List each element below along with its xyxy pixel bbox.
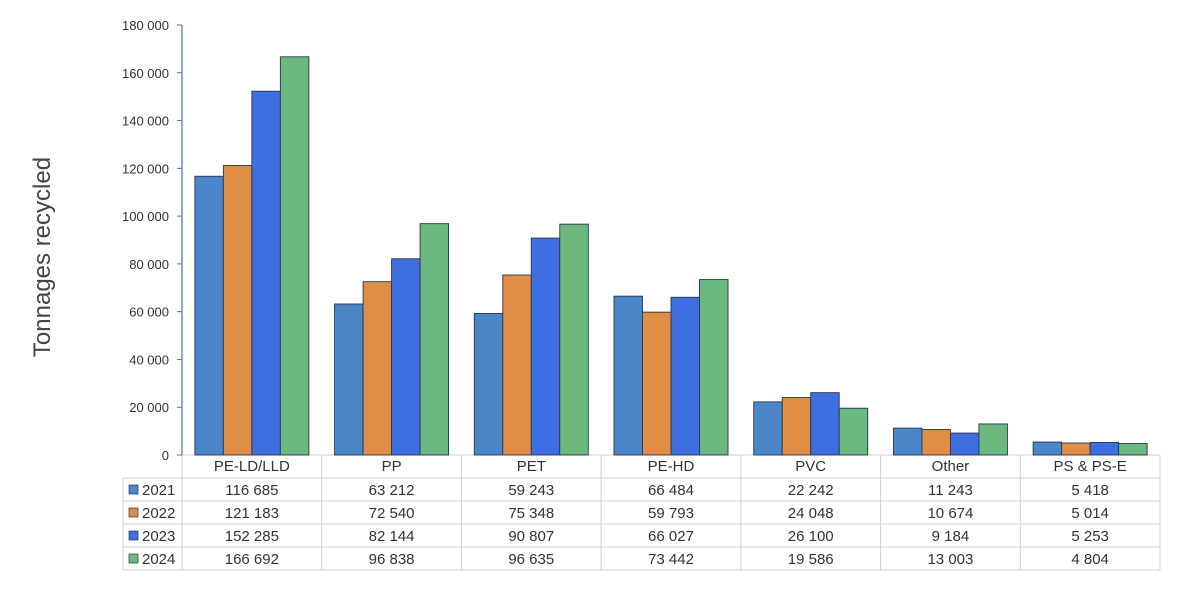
- data-label: 73 442: [648, 551, 694, 568]
- bar-2024-1: [419, 223, 450, 456]
- data-label: 59 243: [508, 482, 554, 499]
- category-label: PVC: [795, 458, 826, 475]
- y-tick-label: 40 000: [129, 352, 169, 367]
- data-label: 5 418: [1071, 482, 1109, 499]
- category-label: PP: [382, 458, 402, 475]
- bar-2023-3: [670, 296, 700, 456]
- data-label: 4 804: [1071, 551, 1109, 568]
- data-label: 5 014: [1071, 505, 1109, 522]
- bar-2024-2: [559, 223, 589, 456]
- legend-label-2022: 2022: [142, 505, 175, 522]
- bar-2024-0: [279, 56, 310, 456]
- y-axis: 0 20 000 40 000 60 000 80 000 100 000 120 000 1…: [122, 18, 183, 463]
- legend-label-2021: 2021: [142, 482, 175, 499]
- bar-2022-3: [642, 311, 672, 456]
- data-label: 66 027: [648, 528, 694, 545]
- data-label: 59 793: [648, 505, 694, 522]
- legend-label-2023: 2023: [142, 528, 175, 545]
- bar-2021-4: [753, 401, 783, 456]
- data-label: 72 540: [369, 505, 415, 522]
- data-label: 10 674: [927, 505, 973, 522]
- data-label: 166 692: [225, 551, 279, 568]
- y-tick-label: 180 000: [122, 18, 169, 33]
- y-tick-label: 20 000: [129, 400, 169, 415]
- data-label: 5 253: [1071, 528, 1109, 545]
- legend-swatch-2021: [128, 484, 139, 495]
- bar-2021-6: [1032, 441, 1063, 456]
- y-tick-label: 80 000: [129, 257, 169, 272]
- data-label: 96 635: [508, 551, 554, 568]
- bar-2022-0: [222, 165, 253, 456]
- y-tick-label: 140 000: [122, 114, 169, 129]
- bar-2023-6: [1089, 442, 1120, 456]
- bar-2024-4: [838, 407, 869, 456]
- bar-2022-5: [921, 429, 951, 456]
- data-label: 152 285: [225, 528, 279, 545]
- category-label: PE-LD/LLD: [214, 458, 290, 475]
- bar-2022-2: [502, 274, 532, 456]
- category-label: Other: [932, 458, 970, 475]
- bar-2023-1: [391, 258, 421, 456]
- category-label: PS & PS-E: [1053, 458, 1126, 475]
- bar-2023-2: [530, 237, 561, 456]
- bar-2021-0: [194, 175, 224, 456]
- y-tick-label: 0: [162, 448, 169, 463]
- data-table: PE-LD/LLD PP PET PE-HD PVC Other PS & PS-E 2021…: [128, 458, 1127, 568]
- bar-2021-2: [473, 313, 504, 456]
- data-label: 22 242: [788, 482, 834, 499]
- bars: [194, 56, 1148, 456]
- bar-2024-5: [978, 423, 1008, 456]
- category-label: PET: [517, 458, 546, 475]
- data-label: 75 348: [508, 505, 554, 522]
- y-tick-label: 60 000: [129, 305, 169, 320]
- bar-2024-3: [699, 279, 729, 456]
- legend-swatch-2022: [128, 507, 139, 518]
- bar-2022-6: [1061, 442, 1091, 456]
- y-tick-label: 100 000: [122, 209, 169, 224]
- bar-2021-1: [334, 303, 364, 456]
- data-label: 19 586: [788, 551, 834, 568]
- bar-2023-5: [949, 432, 980, 456]
- legend-swatch-2024: [128, 553, 139, 564]
- data-label: 13 003: [927, 551, 973, 568]
- data-label: 24 048: [788, 505, 834, 522]
- data-label: 121 183: [225, 505, 279, 522]
- bar-2021-3: [613, 295, 643, 456]
- data-label: 9 184: [932, 528, 970, 545]
- data-label: 26 100: [788, 528, 834, 545]
- data-label: 116 685: [225, 482, 278, 499]
- bar-2022-1: [362, 281, 393, 456]
- data-label: 82 144: [369, 528, 415, 545]
- table-grid: [122, 454, 1161, 571]
- bar-2023-0: [251, 90, 281, 456]
- y-axis-title: Tonnages recycled: [29, 157, 56, 357]
- legend-label-2024: 2024: [142, 551, 175, 568]
- bar-2023-4: [810, 392, 840, 456]
- data-label: 11 243: [928, 482, 973, 499]
- bar-2021-5: [892, 427, 923, 456]
- data-label: 66 484: [648, 482, 694, 499]
- data-label: 63 212: [369, 482, 415, 499]
- category-label: PE-HD: [648, 458, 695, 475]
- data-label: 90 807: [508, 528, 554, 545]
- bar-2022-4: [781, 397, 812, 456]
- y-tick-label: 120 000: [122, 161, 169, 176]
- legend-swatch-2023: [128, 530, 139, 541]
- data-label: 96 838: [369, 551, 415, 568]
- y-tick-label: 160 000: [122, 66, 169, 81]
- bar-2024-6: [1118, 443, 1148, 456]
